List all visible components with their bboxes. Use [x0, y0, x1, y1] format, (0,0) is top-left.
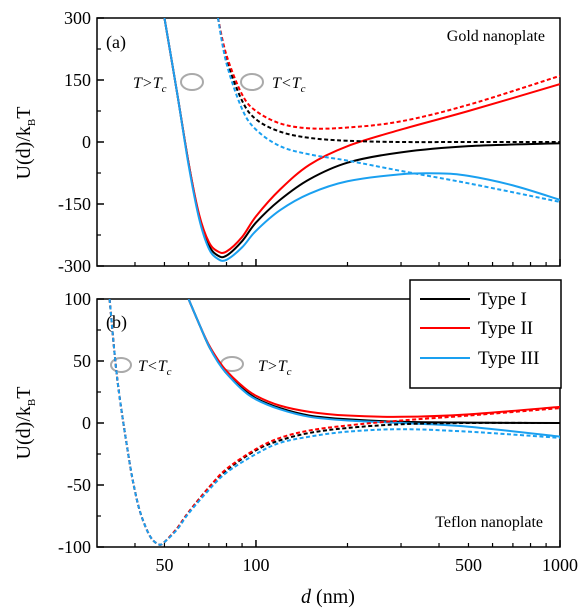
panel-b-y-title: U(d)/kBT: [13, 387, 38, 460]
panel-b-y-title-tail: T: [13, 387, 35, 399]
panel-a-y-tick-label: -150: [58, 194, 91, 214]
panel-a-y-tick-label: -300: [58, 256, 91, 276]
panel-a-annotation-ellipse-1: [181, 74, 203, 90]
panel-b-corner-text: Teflon nanoplate: [435, 514, 543, 531]
x-tick-label: 1000: [542, 555, 578, 575]
panel-b-y-tick-label: -100: [58, 537, 91, 557]
panel-a-y-tick-label: 0: [82, 132, 91, 152]
panel-a-annotation-1: T>Tc: [133, 75, 167, 95]
legend-label-type-iii: Type III: [478, 348, 539, 369]
panel-a-label: (a): [106, 32, 126, 53]
panel-a-y-tick-label: 150: [64, 70, 91, 90]
panel-a: (a) Gold nanoplate U(d)/kBT T>Tc T<Tc: [13, 18, 560, 266]
panel-a-annotation-2: T<Tc: [272, 75, 306, 95]
panel-b-y-tick-label: 50: [73, 351, 91, 371]
x-tick-label: 50: [155, 555, 173, 575]
svg-text:U(d)/kBT: U(d)/kBT: [13, 387, 38, 460]
panel-b-y-tick-label: -50: [67, 475, 91, 495]
legend: Type I Type II Type III: [410, 280, 561, 388]
panel-a-y-title-main: U(d)/k: [13, 126, 35, 179]
panel-b-annotation-1: T<Tc: [138, 358, 172, 378]
panel-a-annotation-ellipse-2: [241, 74, 263, 90]
panel-a-y-tick-label: 300: [64, 8, 91, 28]
panel-a-y-title-sub: B: [26, 119, 38, 126]
panel-b-y-title-main: U(d)/k: [13, 406, 35, 459]
legend-label-type-ii: Type II: [478, 318, 533, 339]
panel-a-series: [164, 18, 560, 261]
panel-a-y-title-tail: T: [13, 107, 35, 119]
panel-b-annotation-ellipse-1: [111, 358, 131, 372]
x-axis-title: d (nm): [301, 586, 355, 608]
panel-a-series-solid-3: [164, 18, 560, 261]
panel-b-y-title-sub: B: [26, 399, 38, 406]
panel-a-y-title: U(d)/kBT: [13, 107, 38, 180]
panel-a-corner-text: Gold nanoplate: [447, 28, 545, 45]
panel-b-y-tick-label: 100: [64, 289, 91, 309]
panel-a-series-dashed-3: [218, 18, 560, 202]
legend-label-type-i: Type I: [478, 289, 527, 310]
panel-a-ticks: -300 -150 0 150 300: [58, 8, 560, 276]
panel-b-label: (b): [106, 312, 127, 333]
panel-b-y-tick-label: 0: [82, 413, 91, 433]
panel-b-annotation-2: T>Tc: [258, 358, 292, 378]
x-tick-label: 100: [242, 555, 269, 575]
x-tick-label: 500: [455, 555, 482, 575]
svg-text:U(d)/kBT: U(d)/kBT: [13, 107, 38, 180]
